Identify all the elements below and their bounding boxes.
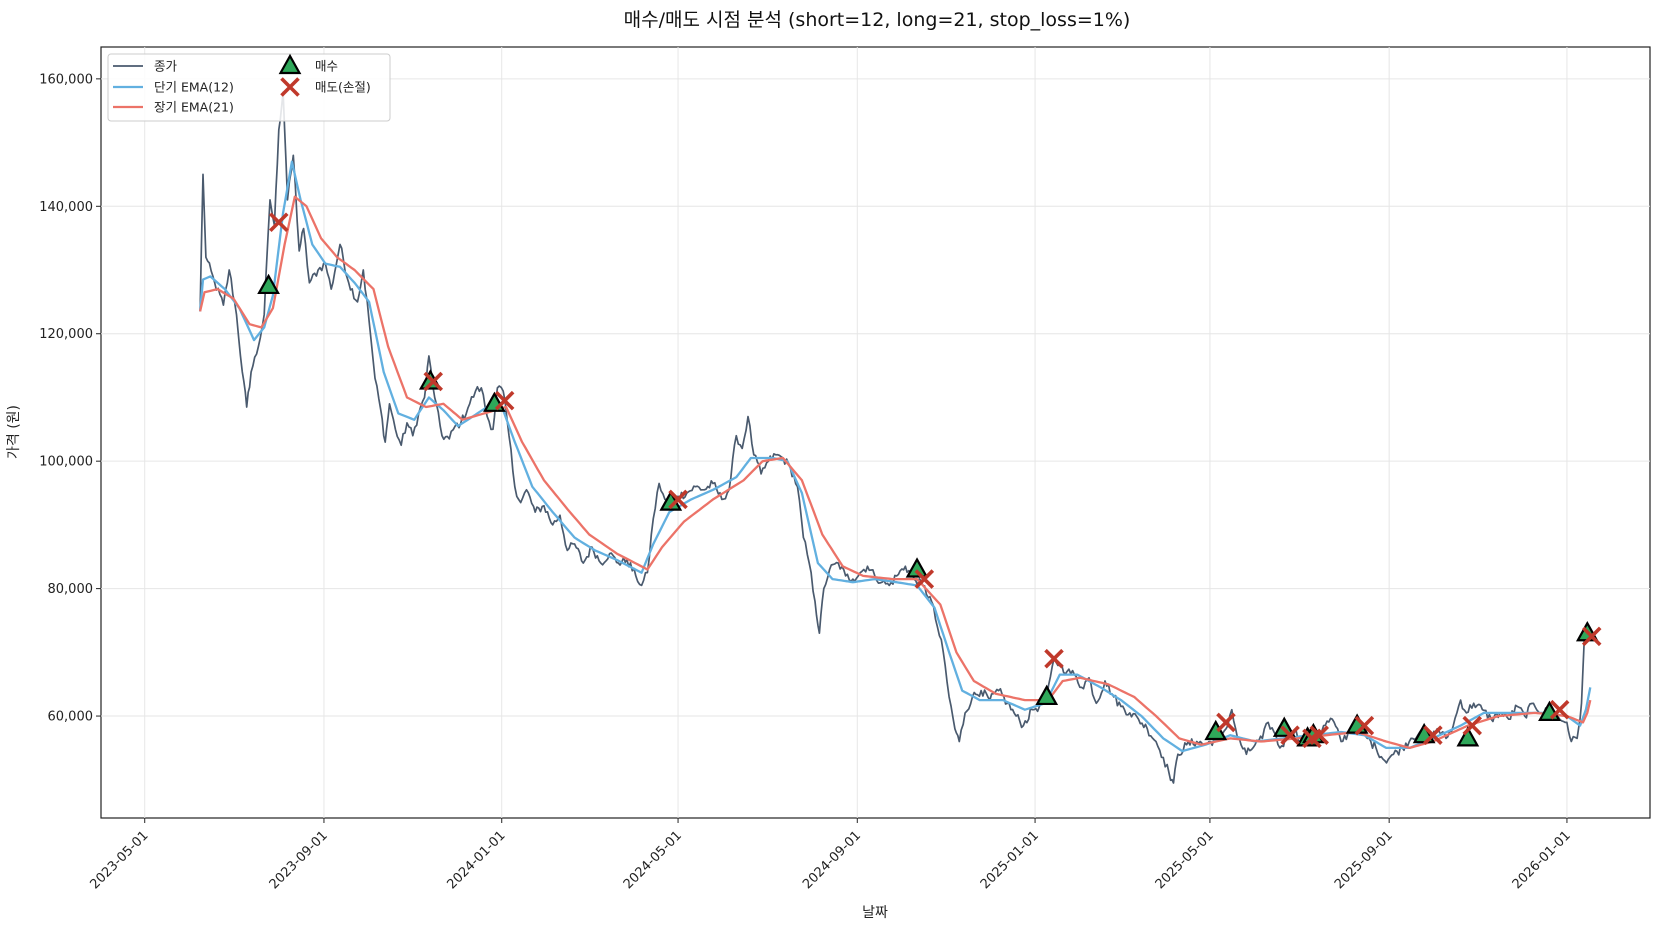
legend-label-sell: 매도(손절) (315, 80, 371, 95)
sell-marker (1423, 725, 1443, 745)
sell-marker (1581, 626, 1602, 647)
x-tick-label: 2025-01-01 (978, 828, 1042, 892)
x-tick-label: 2026-01-01 (1510, 828, 1574, 892)
sell-marker (1044, 648, 1064, 669)
close-price-line (199, 90, 1590, 784)
y-tick-label: 60,000 (48, 710, 94, 725)
sell-marker (668, 489, 688, 510)
sell-marker (1280, 725, 1300, 745)
legend-label-ema_long: 장기 EMA(21) (154, 100, 234, 115)
buy-marker (905, 557, 929, 578)
marker-layer (257, 212, 1602, 749)
ema-long-line (198, 195, 1592, 750)
sell-marker (1216, 712, 1236, 733)
sell-marker (269, 212, 289, 232)
ema-short-line (198, 160, 1592, 753)
sell-marker (1354, 715, 1375, 736)
x-axis: 2023-05-01 2023-09-01 2024-01-01 2024-05-01… (88, 818, 1574, 892)
x-tick-label: 2024-05-01 (621, 828, 685, 892)
legend-swatch-buy (278, 53, 302, 75)
y-tick-label: 120,000 (39, 327, 93, 342)
buy-marker (1204, 719, 1228, 741)
x-axis-label: 날짜 (862, 905, 888, 921)
x-tick-label: 2025-09-01 (1332, 828, 1396, 892)
y-axis-label: 가격 (원) (6, 405, 22, 459)
x-tick-label: 2024-09-01 (800, 828, 864, 892)
legend-label-ema_short: 단기 EMA(12) (154, 80, 234, 95)
chart-title: 매수/매도 시점 분석 (short=12, long=21, stop_los… (624, 9, 1131, 31)
legend-box (107, 53, 391, 122)
legend-label-buy: 매수 (315, 59, 338, 74)
buy-marker (1456, 726, 1480, 747)
buy-marker (1035, 684, 1059, 706)
sell-marker (1549, 699, 1570, 720)
plot-frame (100, 46, 1651, 819)
x-tick-label: 2025-05-01 (1153, 828, 1217, 892)
y-tick-label: 160,000 (39, 72, 93, 87)
x-tick-label: 2023-09-01 (267, 828, 331, 892)
legend-swatch-sell (280, 77, 300, 97)
sell-marker (914, 569, 935, 589)
series-layer (198, 90, 1592, 784)
grid (101, 47, 1650, 818)
x-tick-label: 2024-01-01 (445, 828, 509, 892)
sell-marker (494, 390, 515, 411)
legend-label-close: 종가 (154, 59, 178, 74)
y-axis: 60,000 80,000 100,000 120,000 140,000 160,000 (39, 72, 101, 725)
y-tick-label: 100,000 (39, 455, 93, 470)
y-tick-label: 80,000 (48, 582, 94, 597)
x-tick-label: 2023-05-01 (88, 828, 152, 892)
sell-marker (423, 371, 444, 392)
buy-marker (257, 273, 280, 295)
sell-marker (1462, 715, 1482, 736)
y-tick-label: 140,000 (39, 200, 93, 215)
sell-marker (1309, 725, 1329, 745)
